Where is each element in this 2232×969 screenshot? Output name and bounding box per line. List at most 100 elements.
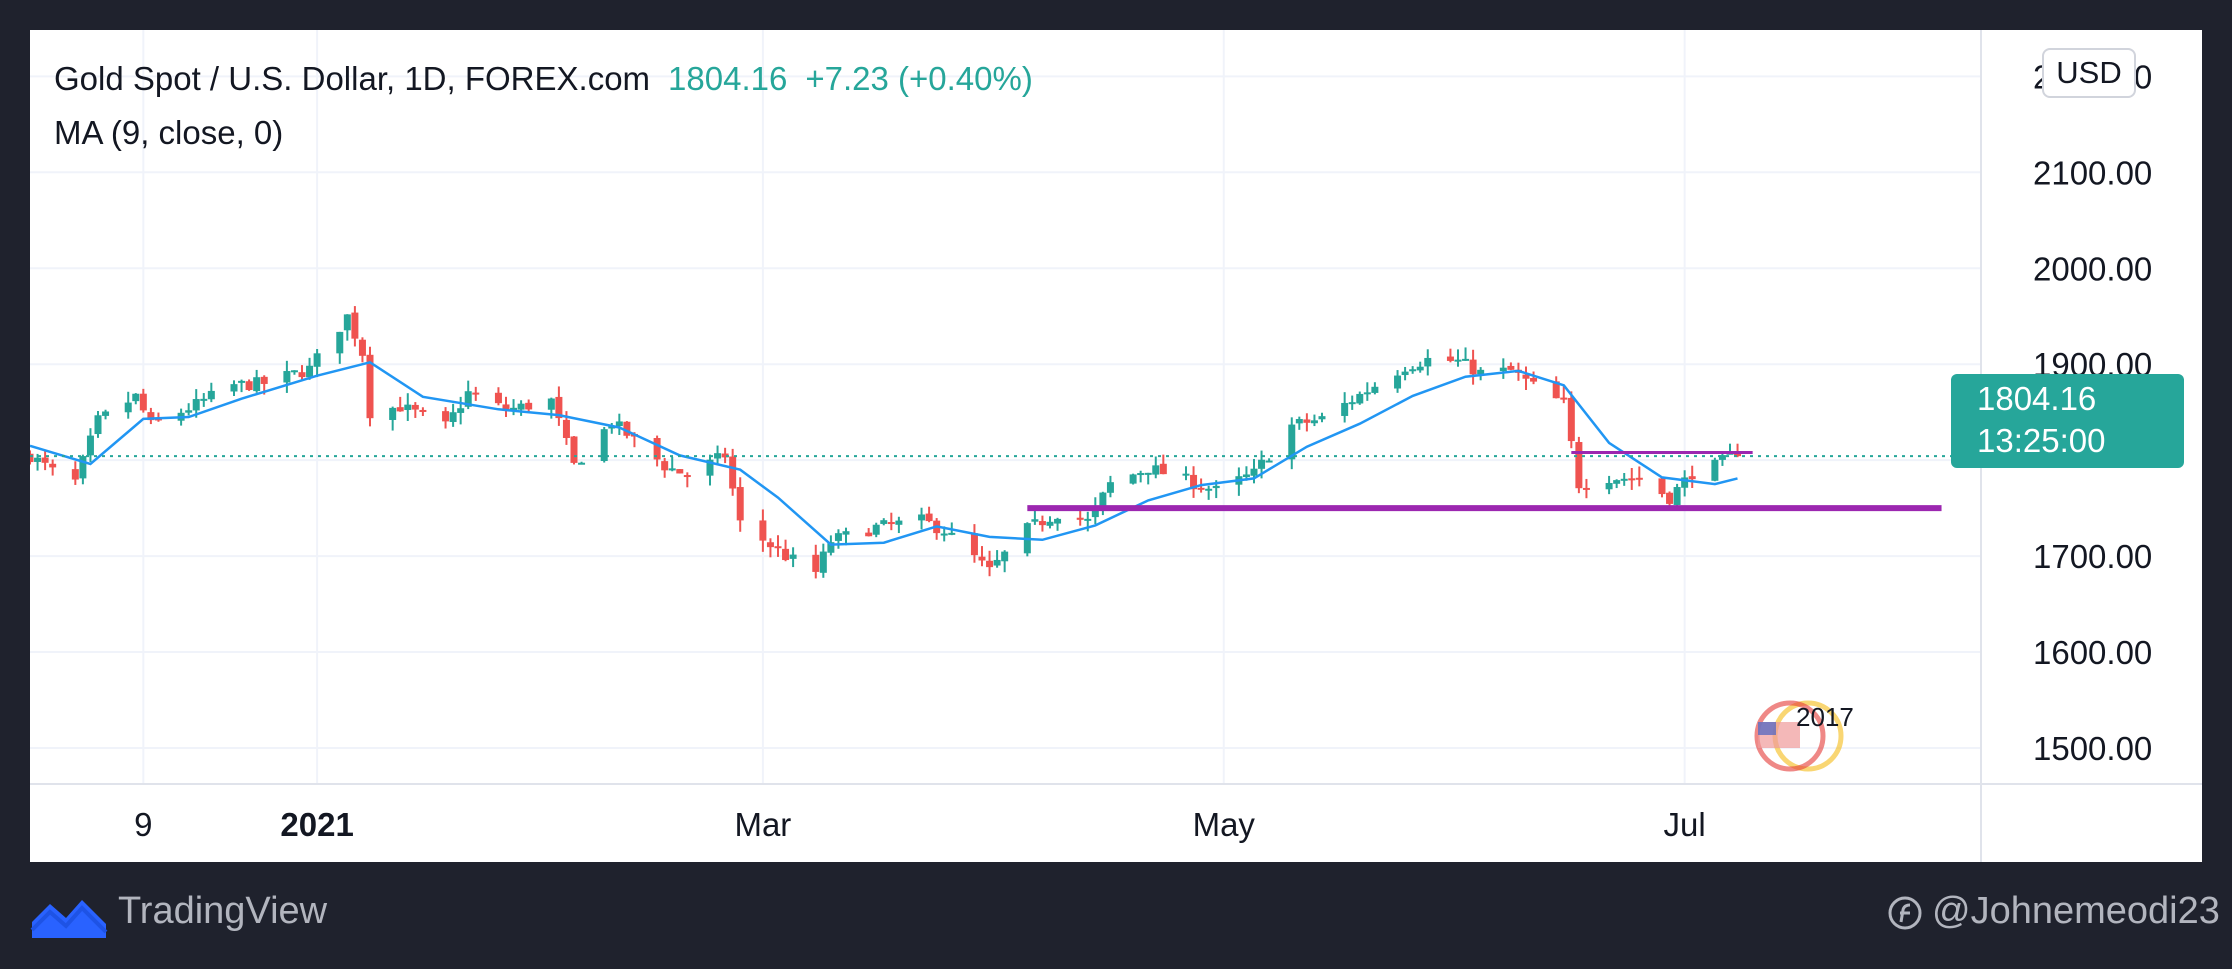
candle-body	[827, 542, 835, 553]
candle-body	[1288, 424, 1296, 460]
candle-body	[1552, 381, 1560, 399]
candle-body	[714, 453, 722, 459]
x-tick-label: May	[1193, 806, 1256, 843]
candle-body	[1152, 465, 1160, 475]
bar-countdown: 13:25:00	[1977, 422, 2106, 459]
candle-body	[396, 407, 404, 412]
grid	[30, 30, 1981, 784]
candle-body	[1454, 359, 1462, 362]
candle-body	[865, 532, 873, 537]
candle-body	[1446, 356, 1454, 361]
candle-body	[653, 438, 661, 460]
candle-body	[978, 556, 986, 561]
y-tick-label: 1500.00	[2033, 730, 2152, 767]
candle-body	[1046, 521, 1054, 526]
tradingview-logo-icon[interactable]	[30, 892, 108, 938]
candle-body	[1054, 518, 1062, 524]
candle-body	[1295, 419, 1303, 424]
candle-body	[1182, 473, 1190, 476]
candle-body	[306, 365, 314, 378]
candle-body	[192, 399, 200, 411]
candle-body	[940, 533, 948, 536]
candle-body	[1416, 366, 1424, 371]
candle-body	[1658, 478, 1666, 495]
candle-body	[766, 542, 774, 548]
candle-body	[1099, 492, 1107, 507]
candle-body	[442, 411, 450, 422]
candle-body	[1711, 459, 1719, 481]
candle-body	[132, 393, 140, 402]
candle-body	[313, 353, 321, 367]
candle-body	[1356, 393, 1364, 404]
candle-body	[562, 419, 570, 438]
candle-body	[1258, 459, 1266, 469]
candle-body	[358, 339, 366, 356]
candle-body	[1038, 521, 1046, 526]
candle-body	[925, 513, 933, 522]
candle-body	[600, 429, 608, 462]
candle-body	[1462, 358, 1470, 361]
candle-body	[1688, 476, 1696, 480]
candle-body	[1424, 357, 1432, 367]
candle-body	[34, 457, 42, 462]
candle-body	[1318, 416, 1326, 420]
candle-body	[1076, 517, 1084, 520]
candles	[30, 306, 1742, 579]
currency-button[interactable]: USD	[2042, 48, 2136, 98]
candle-body	[1522, 374, 1530, 379]
candle-body	[139, 393, 147, 411]
indicator-legend[interactable]: MA (9, close, 0)	[54, 114, 283, 152]
candle-body	[895, 520, 903, 525]
candle-body	[147, 412, 155, 421]
candlestick-chart[interactable]: 1500.001600.001700.001900.002000.002100.…	[30, 30, 2202, 862]
candle-body	[759, 520, 767, 541]
candle-body	[1129, 474, 1137, 484]
candle-body	[1144, 472, 1152, 475]
candle-body	[1212, 485, 1220, 489]
candle-body	[789, 554, 797, 559]
candle-body	[1250, 468, 1258, 476]
candle-body	[1310, 420, 1318, 424]
candle-body	[706, 459, 714, 476]
candle-body	[993, 559, 1001, 566]
candle-body	[1106, 482, 1114, 493]
candle-body	[207, 390, 215, 400]
symbol-title[interactable]: Gold Spot / U.S. Dollar, 1D, FOREX.com	[54, 60, 651, 97]
candle-body	[1341, 402, 1349, 416]
candle-body	[1575, 442, 1583, 489]
brand-name[interactable]: TradingView	[118, 890, 328, 932]
x-tick-label: Jul	[1664, 806, 1706, 843]
candle-body	[812, 554, 820, 572]
author-handle[interactable]: @Johnemeodi23	[1932, 890, 2220, 932]
x-tick-label: 9	[134, 806, 152, 843]
candle-body	[887, 522, 895, 525]
candle-body	[502, 404, 510, 411]
candle-body	[842, 531, 850, 535]
ma-line	[30, 360, 1738, 546]
candle-body	[661, 461, 669, 471]
candle-body	[124, 402, 132, 413]
candle-body	[1031, 519, 1039, 522]
y-tick-label: 1700.00	[2033, 538, 2152, 575]
candle-body	[721, 453, 729, 458]
candle-body	[464, 391, 472, 407]
candle-body	[41, 457, 49, 463]
candle-body	[49, 463, 57, 468]
candle-body	[230, 384, 238, 392]
candle-body	[343, 314, 351, 331]
watermark: 2017	[1754, 700, 1854, 772]
candle-body	[1499, 367, 1507, 372]
candle-body	[1673, 487, 1681, 505]
chart-panel[interactable]: 1500.00 1600.00 1700.00 1900.00 2000.00 2100.…	[30, 30, 2202, 862]
last-price-value: 1804.16	[668, 60, 788, 97]
watermark-text: 2017	[1796, 702, 1854, 732]
candle-body	[351, 312, 359, 339]
candle-body	[683, 475, 691, 478]
candle-body	[1718, 455, 1726, 460]
candle-body	[102, 411, 110, 416]
candle-body	[1620, 478, 1628, 481]
candle-body	[517, 403, 525, 410]
indicator-label[interactable]: MA (9, close, 0)	[54, 114, 284, 151]
candle-body	[1401, 371, 1409, 376]
candle-body	[986, 560, 994, 568]
